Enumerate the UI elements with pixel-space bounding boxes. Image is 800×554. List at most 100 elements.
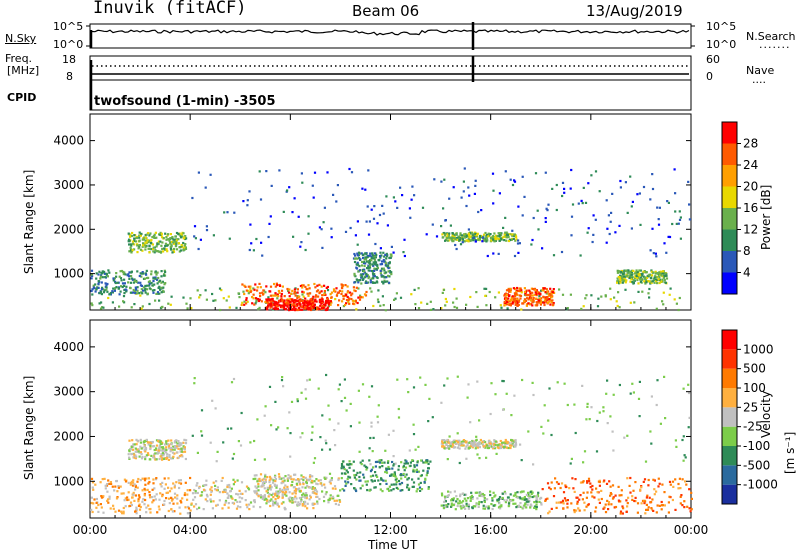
scatter-cell bbox=[288, 295, 291, 298]
scatter-cell bbox=[364, 252, 367, 255]
scatter-cell bbox=[367, 266, 370, 269]
scatter-cell bbox=[293, 299, 297, 302]
scatter-cell bbox=[466, 497, 469, 500]
scatter-cell bbox=[143, 494, 146, 497]
scatter-cell bbox=[273, 304, 276, 307]
scatter-cell bbox=[260, 241, 263, 244]
scatter-cell bbox=[384, 470, 387, 474]
scatter-cell bbox=[564, 484, 567, 487]
scatter-cell bbox=[452, 237, 455, 240]
scatter-cell bbox=[390, 273, 393, 276]
scatter-cell bbox=[370, 479, 373, 482]
scatter-cell bbox=[475, 291, 478, 294]
scatter-cell bbox=[335, 200, 338, 203]
scatter-cell bbox=[616, 277, 619, 280]
scatter-cell bbox=[357, 296, 360, 299]
scatter-cell bbox=[92, 502, 95, 505]
scatter-cell bbox=[464, 493, 468, 496]
scatter-cell bbox=[631, 495, 634, 498]
scatter-cell bbox=[354, 234, 357, 237]
scatter-cell bbox=[543, 301, 546, 304]
scatter-cell bbox=[629, 273, 632, 276]
scatter-cell bbox=[365, 468, 368, 471]
scatter-cell bbox=[372, 217, 376, 220]
scatter-cell bbox=[294, 492, 297, 495]
scatter-cell bbox=[170, 508, 173, 511]
scatter-cell bbox=[466, 441, 469, 444]
scatter-cell bbox=[628, 271, 632, 274]
scatter-cell bbox=[627, 496, 630, 499]
scatter-cell bbox=[161, 449, 164, 452]
scatter-cell bbox=[476, 305, 479, 308]
scatter-cell bbox=[681, 478, 684, 481]
scatter-cell bbox=[465, 303, 468, 306]
scatter-cell bbox=[172, 502, 175, 505]
scatter-cell bbox=[340, 463, 344, 466]
scatter-cell bbox=[629, 491, 632, 494]
scatter-cell bbox=[467, 228, 470, 231]
scatter-cell bbox=[471, 506, 474, 509]
scatter-cell bbox=[476, 380, 479, 383]
scatter-cell bbox=[451, 234, 454, 237]
scatter-cell bbox=[644, 271, 647, 274]
scatter-cell bbox=[491, 442, 494, 445]
scatter-cell bbox=[158, 292, 161, 295]
scatter-cell bbox=[475, 234, 479, 237]
scatter-cell bbox=[459, 232, 462, 235]
scatter-cell bbox=[148, 302, 151, 306]
scatter-cell bbox=[263, 487, 266, 490]
scatter-cell bbox=[561, 293, 565, 296]
scatter-cell bbox=[382, 281, 385, 284]
scatter-cell bbox=[358, 479, 361, 482]
scatter-cell bbox=[454, 236, 457, 240]
scatter-cell bbox=[650, 281, 653, 284]
scatter-cell bbox=[540, 501, 543, 505]
y-tick-label: 3000 bbox=[53, 385, 84, 399]
scatter-cell bbox=[134, 286, 137, 289]
scatter-cell bbox=[453, 442, 456, 445]
scatter-cell bbox=[90, 277, 93, 280]
scatter-cell bbox=[344, 284, 347, 287]
scatter-cell bbox=[167, 509, 170, 513]
scatter-cell bbox=[276, 305, 279, 308]
scatter-cell bbox=[631, 276, 634, 279]
scatter-cell bbox=[630, 227, 633, 230]
scatter-cell bbox=[165, 448, 168, 451]
scatter-cell bbox=[159, 492, 162, 495]
scatter-cell bbox=[247, 488, 251, 491]
scatter-cell bbox=[576, 500, 579, 503]
scatter-cell bbox=[171, 451, 175, 454]
scatter-cell bbox=[299, 483, 302, 486]
scatter-cell bbox=[142, 242, 145, 245]
scatter-cell bbox=[305, 300, 308, 304]
colorbar-tick-label: 24 bbox=[743, 158, 758, 172]
scatter-cell bbox=[333, 289, 336, 293]
scatter-cell bbox=[408, 207, 411, 210]
nsearch-label: N.Search bbox=[746, 30, 796, 43]
scatter-cell bbox=[268, 487, 271, 490]
scatter-cell bbox=[152, 482, 155, 485]
scatter-cell bbox=[420, 459, 423, 462]
scatter-cell bbox=[173, 242, 176, 245]
scatter-cell bbox=[521, 302, 524, 305]
scatter-cell bbox=[298, 295, 301, 298]
scatter-cell bbox=[280, 289, 284, 292]
scatter-cell bbox=[609, 494, 612, 497]
scatter-cell bbox=[318, 497, 321, 501]
scatter-cell bbox=[311, 307, 314, 310]
scatter-cell bbox=[214, 484, 217, 487]
scatter-cell bbox=[590, 406, 593, 409]
scatter-cell bbox=[279, 298, 282, 302]
scatter-cell bbox=[402, 472, 405, 476]
scatter-cell bbox=[171, 498, 174, 501]
scatter-cell bbox=[163, 269, 166, 272]
scatter-cell bbox=[509, 499, 512, 502]
scatter-cell bbox=[140, 275, 143, 278]
scatter-cell bbox=[577, 507, 580, 510]
scatter-cell bbox=[513, 394, 516, 397]
scatter-cell bbox=[340, 467, 343, 470]
scatter-cell bbox=[177, 447, 180, 450]
scatter-cell bbox=[307, 284, 310, 287]
scatter-cell bbox=[634, 500, 637, 503]
scatter-cell bbox=[151, 247, 155, 251]
